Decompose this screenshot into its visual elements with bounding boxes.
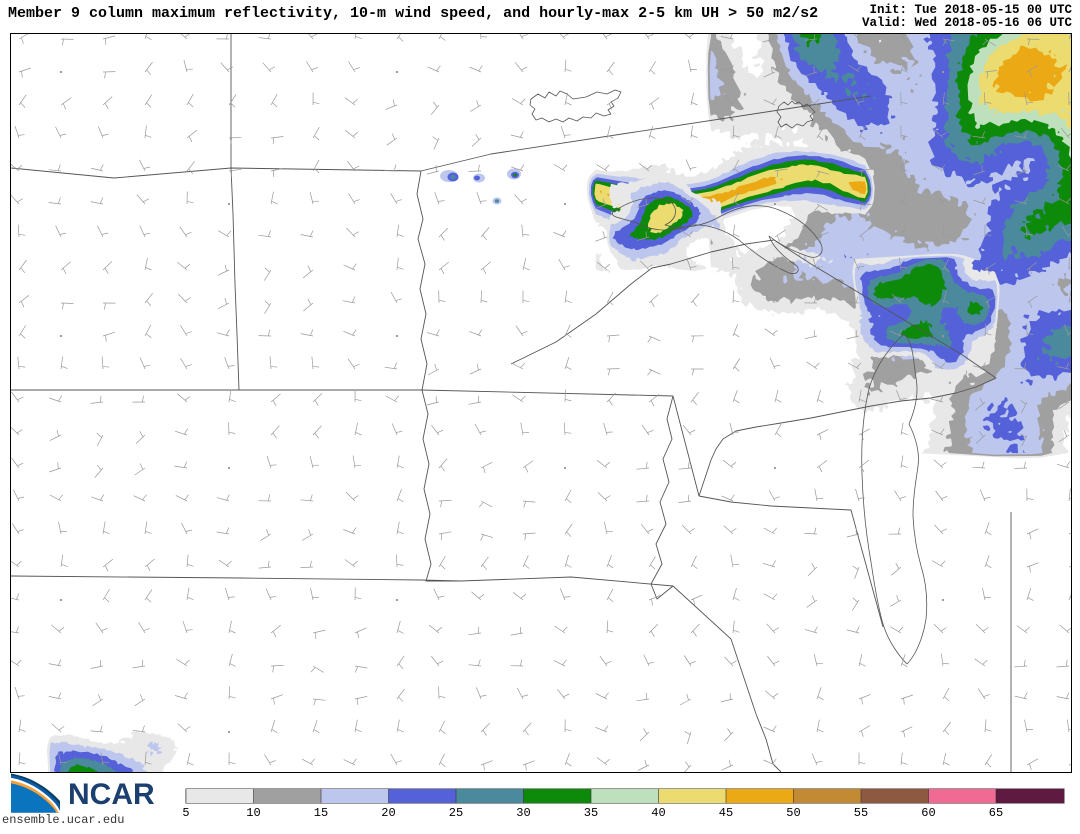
svg-text:30: 30	[516, 806, 530, 820]
svg-text:ensemble.ucar.edu: ensemble.ucar.edu	[2, 813, 124, 827]
svg-text:50: 50	[786, 806, 800, 820]
svg-text:40: 40	[651, 806, 665, 820]
svg-text:35: 35	[584, 806, 598, 820]
svg-text:55: 55	[854, 806, 868, 820]
svg-text:5: 5	[182, 806, 189, 820]
svg-text:65: 65	[989, 806, 1003, 820]
svg-text:60: 60	[921, 806, 935, 820]
svg-text:45: 45	[719, 806, 733, 820]
svg-text:15: 15	[314, 806, 328, 820]
svg-text:NCAR: NCAR	[68, 778, 155, 811]
svg-text:25: 25	[449, 806, 463, 820]
svg-text:10: 10	[246, 806, 260, 820]
svg-text:20: 20	[381, 806, 395, 820]
